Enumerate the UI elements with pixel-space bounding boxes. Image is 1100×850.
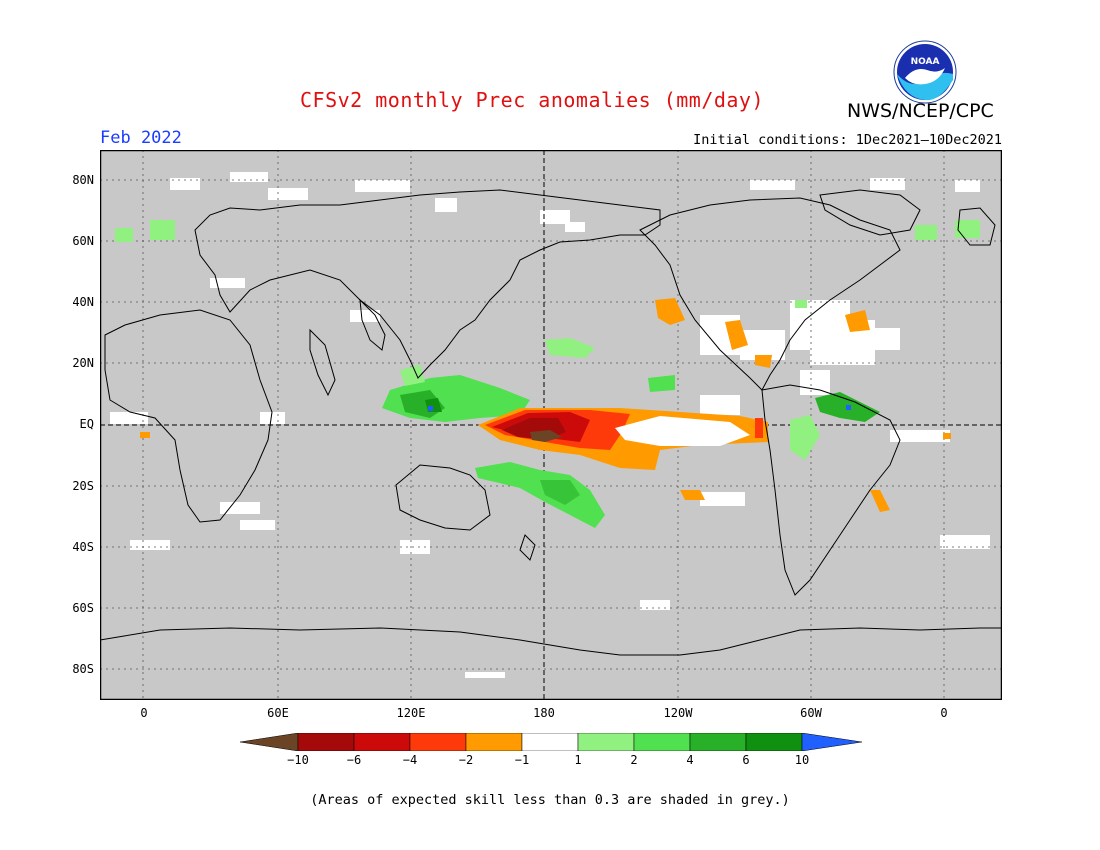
north-america-outline	[639, 197, 901, 391]
legend-label: −6	[346, 753, 362, 767]
south-america-outline	[761, 384, 901, 596]
india-outline	[309, 328, 336, 397]
lat-label-80s: 80S	[72, 662, 94, 676]
lat-label-40s: 40S	[72, 540, 94, 554]
legend-swatch	[521, 733, 579, 751]
positive-anomalies	[115, 220, 980, 528]
australia-outline	[395, 464, 491, 531]
initial-conditions: Initial conditions: 1Dec2021—10Dec2021	[693, 132, 1002, 148]
legend-label: 1	[574, 753, 582, 767]
eurasia-outline	[194, 189, 661, 379]
org-label: NWS/NCEP/CPC	[847, 100, 994, 122]
legend-label: 4	[686, 753, 694, 767]
legend-label: 10	[794, 753, 810, 767]
coastlines	[100, 189, 1002, 656]
skill-footnote: (Areas of expected skill less than 0.3 a…	[310, 792, 790, 808]
legend-arrow-left	[240, 733, 299, 751]
legend-arrow-right	[801, 733, 862, 751]
map-frame	[100, 150, 1002, 700]
legend-swatch	[577, 733, 635, 751]
lat-gridlines	[100, 179, 1002, 670]
legend-label: 6	[742, 753, 750, 767]
greenland-outline	[819, 189, 921, 236]
legend-label: 2	[630, 753, 638, 767]
legend-label: −1	[514, 753, 530, 767]
lat-label-eq: EQ	[79, 417, 94, 431]
legend-label: −4	[402, 753, 418, 767]
lon-label-180: 180	[533, 706, 555, 720]
lon-gridlines	[142, 150, 945, 700]
legend-swatch	[633, 733, 691, 751]
logo-text: NOAA	[911, 57, 940, 67]
legend-swatch	[745, 733, 803, 751]
lat-label-60s: 60S	[72, 601, 94, 615]
lat-label-40n: 40N	[72, 295, 94, 309]
color-legend	[240, 733, 862, 751]
legend-swatch	[353, 733, 411, 751]
noaa-logo: NOAA	[893, 40, 957, 104]
anomaly-map	[100, 150, 1002, 700]
legend-swatch	[297, 733, 355, 751]
africa-outline	[104, 309, 273, 523]
lon-label-120e: 120E	[396, 706, 426, 720]
lat-label-20s: 20S	[72, 479, 94, 493]
new-zealand-outline	[519, 534, 536, 561]
lat-label-20n: 20N	[72, 356, 94, 370]
forecast-month: Feb 2022	[100, 128, 182, 148]
negative-anomalies	[140, 298, 951, 512]
lon-label-0: 0	[140, 706, 148, 720]
legend-swatch	[465, 733, 523, 751]
antarctica-outline	[100, 627, 1002, 656]
arabia-outline	[359, 298, 386, 351]
lon-label-120w: 120W	[663, 706, 693, 720]
map-title: CFSv2 monthly Prec anomalies (mm/day)	[300, 88, 765, 112]
scandinavia-outline	[957, 207, 996, 246]
lon-label-0-east: 0	[940, 706, 948, 720]
legend-label: −2	[458, 753, 474, 767]
lat-label-60n: 60N	[72, 234, 94, 248]
legend-swatch	[689, 733, 747, 751]
lon-label-60e: 60E	[267, 706, 289, 720]
legend-label: −10	[287, 753, 309, 767]
legend-swatch	[409, 733, 467, 751]
lon-label-60w: 60W	[800, 706, 822, 720]
lat-label-80n: 80N	[72, 173, 94, 187]
